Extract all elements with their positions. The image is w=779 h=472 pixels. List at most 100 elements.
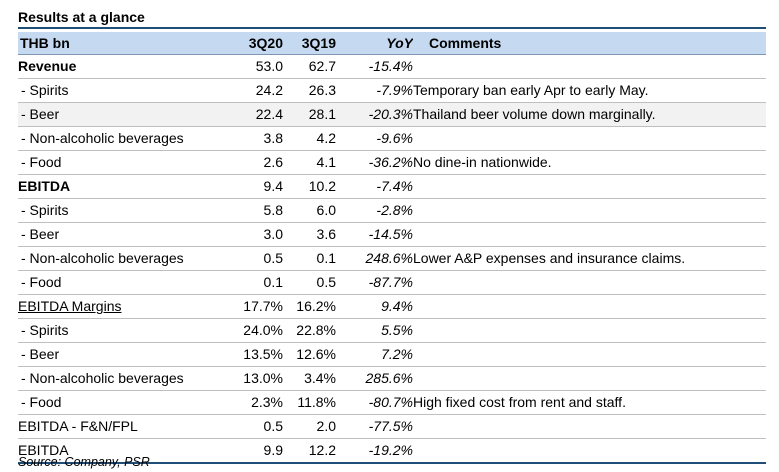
results-table: THB bn 3Q20 3Q19 YoY Comments Revenue 53.… <box>18 32 766 464</box>
row-comment <box>413 174 766 199</box>
row-label: EBITDA <box>18 438 235 464</box>
row-value-yoy: 5.5% <box>342 318 413 343</box>
row-label: - Non-alcoholic beverages <box>18 126 235 151</box>
table-row: - Beer 3.0 3.6 -14.5% <box>18 222 766 247</box>
row-value-3q19: 3.4% <box>287 366 342 391</box>
row-label: - Food <box>18 390 235 415</box>
row-value-3q20: 13.0% <box>235 366 287 391</box>
row-value-yoy: -9.6% <box>342 126 413 151</box>
row-comment: Thailand beer volume down marginally. <box>413 102 766 127</box>
row-comment <box>413 318 766 343</box>
table-row: Revenue 53.0 62.7 -15.4% <box>18 54 766 79</box>
table-row: - Food 0.1 0.5 -87.7% <box>18 270 766 295</box>
header-3q20: 3Q20 <box>235 32 287 55</box>
table-row: - Spirits 24.0% 22.8% 5.5% <box>18 318 766 343</box>
row-value-yoy: -19.2% <box>342 438 413 464</box>
row-value-yoy: 248.6% <box>342 246 413 271</box>
title-rule <box>18 27 766 29</box>
row-comment <box>413 126 766 151</box>
row-value-3q20: 9.4 <box>235 174 287 199</box>
row-label: EBITDA - F&N/FPL <box>18 414 235 439</box>
table-row: EBITDA - F&N/FPL 0.5 2.0 -77.5% <box>18 414 766 439</box>
row-label: - Beer <box>18 102 235 127</box>
table-row: - Food 2.6 4.1 -36.2% No dine-in nationwide. <box>18 150 766 175</box>
header-yoy: YoY <box>342 32 413 55</box>
row-value-3q19: 12.2 <box>287 438 342 464</box>
row-label: EBITDA <box>18 174 235 199</box>
header-unit: THB bn <box>18 32 235 55</box>
table-body: Revenue 53.0 62.7 -15.4% - Spirits 24.2 26.3-… <box>18 54 766 464</box>
row-value-yoy: -15.4% <box>342 54 413 79</box>
row-label: - Beer <box>18 342 235 367</box>
row-value-yoy: 9.4% <box>342 294 413 319</box>
row-value-3q20: 24.0% <box>235 318 287 343</box>
row-comment: Lower A&P expenses and insurance claims. <box>413 246 766 271</box>
row-comment <box>413 54 766 79</box>
row-value-3q20: 17.7% <box>235 294 287 319</box>
table-row: - Food 2.3% 11.8% -80.7% High fixed cost fro… <box>18 390 766 415</box>
row-value-3q19: 10.2 <box>287 174 342 199</box>
row-label: - Spirits <box>18 318 235 343</box>
table-row: - Spirits 24.2 26.3 -7.9% Temporary ban earl… <box>18 78 766 103</box>
row-value-3q20: 9.9 <box>235 438 287 464</box>
row-comment <box>413 270 766 295</box>
table-row: EBITDA 9.4 10.2 -7.4% <box>18 174 766 199</box>
row-value-yoy: 7.2% <box>342 342 413 367</box>
row-label: - Beer <box>18 222 235 247</box>
row-value-3q20: 2.3% <box>235 390 287 415</box>
header-3q19: 3Q19 <box>287 32 342 55</box>
row-value-3q19: 4.1 <box>287 150 342 175</box>
row-value-3q20: 0.1 <box>235 270 287 295</box>
row-value-3q19: 2.0 <box>287 414 342 439</box>
row-label: - Spirits <box>18 78 235 103</box>
row-value-3q20: 13.5% <box>235 342 287 367</box>
row-value-3q19: 22.8% <box>287 318 342 343</box>
row-comment: No dine-in nationwide. <box>413 150 766 175</box>
row-value-3q19: 12.6% <box>287 342 342 367</box>
row-comment: Temporary ban early Apr to early May. <box>413 78 766 103</box>
row-value-3q19: 62.7 <box>287 54 342 79</box>
row-label: - Food <box>18 150 235 175</box>
row-value-3q20: 5.8 <box>235 198 287 223</box>
row-label: - Non-alcoholic beverages <box>18 246 235 271</box>
table-row: - Spirits 5.8 6.0 -2.8% <box>18 198 766 223</box>
table-row: EBITDA Margins 17.7% 16.2% 9.4% <box>18 294 766 319</box>
row-label: EBITDA Margins <box>18 294 235 319</box>
row-value-3q20: 22.4 <box>235 102 287 127</box>
row-label: - Non-alcoholic beverages <box>18 366 235 391</box>
table-title: Results at a glance <box>18 9 145 25</box>
row-value-3q19: 26.3 <box>287 78 342 103</box>
row-value-yoy: -7.9% <box>342 78 413 103</box>
table-row: - Non-alcoholic beverages 13.0% 3.4% 285.6% <box>18 366 766 391</box>
row-comment <box>413 438 766 464</box>
row-label: - Spirits <box>18 198 235 223</box>
table-row: - Beer 22.4 28.1 -20.3% Thailand beer volume… <box>18 102 766 127</box>
row-value-3q20: 3.0 <box>235 222 287 247</box>
row-comment <box>413 222 766 247</box>
row-value-3q20: 2.6 <box>235 150 287 175</box>
row-value-3q19: 0.1 <box>287 246 342 271</box>
row-label: Revenue <box>18 54 235 79</box>
row-comment <box>413 342 766 367</box>
row-value-yoy: -14.5% <box>342 222 413 247</box>
row-value-3q20: 0.5 <box>235 246 287 271</box>
row-value-yoy: -7.4% <box>342 174 413 199</box>
table-header-row: THB bn 3Q20 3Q19 YoY Comments <box>18 32 766 55</box>
row-value-yoy: -87.7% <box>342 270 413 295</box>
table-row: - Beer 13.5% 12.6% 7.2% <box>18 342 766 367</box>
row-value-3q19: 3.6 <box>287 222 342 247</box>
row-value-yoy: -2.8% <box>342 198 413 223</box>
table-row: - Non-alcoholic beverages 3.8 4.2 -9.6% <box>18 126 766 151</box>
row-value-yoy: -36.2% <box>342 150 413 175</box>
row-comment <box>413 366 766 391</box>
row-value-3q19: 11.8% <box>287 390 342 415</box>
source-note: Source: Company, PSR <box>18 455 150 469</box>
row-value-3q20: 24.2 <box>235 78 287 103</box>
row-value-yoy: -80.7% <box>342 390 413 415</box>
table-row: - Non-alcoholic beverages 0.5 0.1 248.6% Low… <box>18 246 766 271</box>
table-row: EBITDA 9.9 12.2 -19.2% <box>18 438 766 464</box>
row-comment <box>413 198 766 223</box>
row-value-3q19: 0.5 <box>287 270 342 295</box>
row-label: - Food <box>18 270 235 295</box>
row-value-yoy: -77.5% <box>342 414 413 439</box>
